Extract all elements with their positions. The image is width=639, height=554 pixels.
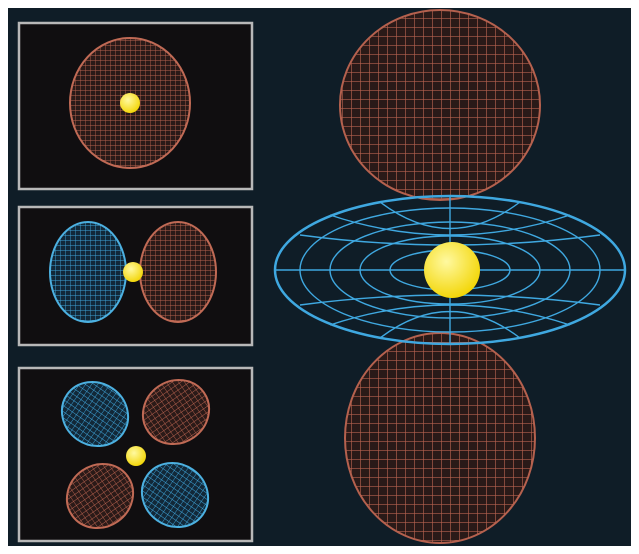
- lobe-bottom: [344, 332, 536, 544]
- d-lobe-blue: [140, 461, 210, 529]
- lobe-top: [339, 9, 541, 201]
- nucleus: [126, 446, 146, 466]
- nucleus: [120, 93, 140, 113]
- p-lobe-blue: [49, 221, 127, 323]
- dz2-orbital: [273, 9, 627, 544]
- panel-d: [17, 366, 254, 543]
- d-lobe-red: [141, 378, 211, 446]
- p-lobe-red: [139, 221, 217, 323]
- d-lobe-red: [65, 462, 135, 530]
- panel-p: [17, 205, 254, 347]
- nucleus: [123, 262, 143, 282]
- nucleus: [424, 242, 480, 298]
- panel-s: [17, 21, 254, 191]
- d-lobe-blue: [60, 380, 130, 448]
